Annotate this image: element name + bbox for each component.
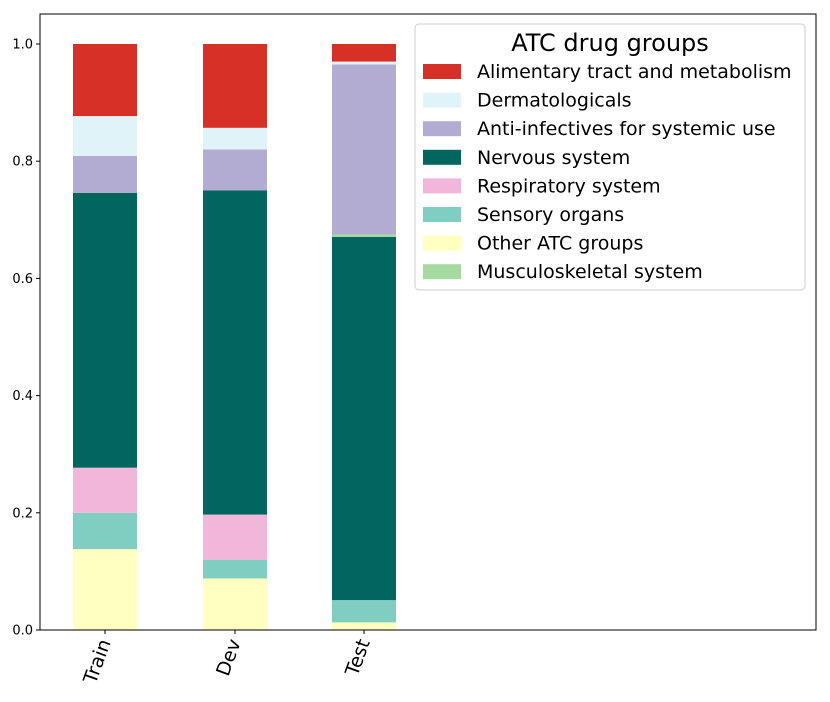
- y-tick-label: 0.2: [12, 506, 33, 521]
- bar-segment-dev-dermatologicals: [203, 127, 267, 150]
- bar-segment-test-other-atc-groups: [332, 622, 396, 630]
- legend-label: Sensory organs: [477, 204, 624, 226]
- bar-segment-dev-anti-infectives-for-systemic-use: [203, 149, 267, 191]
- bar-segment-test-musculoskeletal-system: [332, 234, 396, 237]
- bar-segment-dev-sensory-organs: [203, 559, 267, 579]
- legend-box: [414, 23, 806, 291]
- bar-segment-train-anti-infectives-for-systemic-use: [73, 155, 137, 193]
- bar-segment-train-respiratory-system: [73, 467, 137, 513]
- legend-swatch: [423, 264, 461, 280]
- legend-swatch: [423, 149, 461, 165]
- y-tick-label: 1.0: [12, 38, 33, 53]
- legend-swatch: [423, 235, 461, 251]
- bar-segment-dev-other-atc-groups: [203, 578, 267, 630]
- legend-label: Nervous system: [477, 147, 630, 169]
- legend-label: Dermatologicals: [477, 90, 632, 112]
- bar-segment-test-anti-infectives-for-systemic-use: [332, 64, 396, 235]
- legend-title: ATC drug groups: [511, 29, 709, 57]
- bar-segment-train-alimentary-tract-and-metabolism: [73, 44, 137, 117]
- legend: ATC drug groups Alimentary tract and met…: [414, 23, 806, 291]
- y-tick-label: 0.0: [12, 624, 33, 639]
- bar-segment-test-nervous-system: [332, 236, 396, 601]
- bar-segment-train-sensory-organs: [73, 512, 137, 550]
- bar-segment-test-alimentary-tract-and-metabolism: [332, 44, 396, 62]
- legend-label: Other ATC groups: [477, 233, 643, 255]
- bar-segment-test-dermatologicals: [332, 61, 396, 65]
- bar-segment-train-nervous-system: [73, 192, 137, 468]
- axes-frame: [39, 13, 817, 631]
- bar-segment-dev-nervous-system: [203, 190, 267, 515]
- legend-label: Musculoskeletal system: [477, 261, 703, 283]
- x-tick-label-test: Test: [341, 636, 375, 680]
- y-tick-label: 0.4: [12, 389, 33, 404]
- bars-layer: [73, 44, 396, 630]
- legend-label: Alimentary tract and metabolism: [477, 61, 792, 83]
- bar-segment-dev-respiratory-system: [203, 514, 267, 560]
- legend-swatch: [423, 207, 461, 222]
- bar-segment-train-other-atc-groups: [73, 549, 137, 630]
- legend-swatch: [423, 92, 461, 108]
- legend-items: Alimentary tract and metabolism Dermatolo…: [423, 61, 792, 283]
- bar-segment-dev-alimentary-tract-and-metabolism: [203, 44, 267, 128]
- x-tick-label-dev: Dev: [212, 636, 246, 679]
- legend-swatch: [423, 178, 461, 194]
- legend-label: Respiratory system: [477, 175, 661, 197]
- legend-label: Anti-infectives for systemic use: [477, 118, 776, 140]
- y-tick-label: 0.8: [12, 155, 33, 170]
- bar-segment-train-dermatologicals: [73, 116, 137, 156]
- y-axis: 0.0 0.2 0.4 0.6 0.8 1.0: [12, 38, 40, 639]
- legend-swatch: [423, 121, 461, 137]
- x-tick-label-train: Train: [79, 636, 116, 687]
- legend-swatch: [423, 64, 461, 79]
- x-axis: Train Dev Test: [79, 630, 375, 687]
- y-tick-label: 0.6: [12, 272, 33, 287]
- bar-segment-test-sensory-organs: [332, 600, 396, 623]
